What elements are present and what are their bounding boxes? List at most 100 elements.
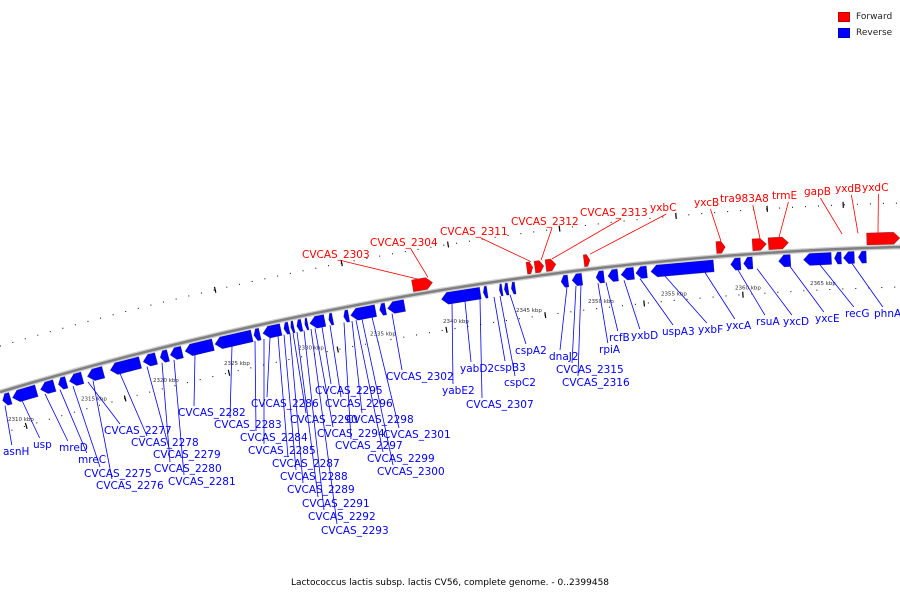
reverse-gene-label: CVCAS_2288 <box>280 471 348 483</box>
reverse-label-leader <box>343 322 352 440</box>
reverse-gene-label: usp <box>33 439 52 451</box>
forward-gene-arrow <box>751 238 767 252</box>
lower-track-mark <box>336 346 339 353</box>
reverse-gene-arrow <box>253 327 262 342</box>
reverse-label-leader <box>789 266 825 313</box>
reverse-gene-arrow <box>328 312 335 326</box>
reverse-gene-arrow <box>214 329 254 350</box>
reverse-gene-arrow <box>350 304 378 321</box>
reverse-gene-arrow <box>834 251 842 265</box>
forward-gene-arrow <box>533 260 545 274</box>
reverse-gene-label: CVCAS_2316 <box>562 377 630 389</box>
reverse-gene-label: CVCAS_2293 <box>321 525 389 537</box>
reverse-gene-arrow <box>650 259 715 278</box>
reverse-label-leader <box>44 393 69 442</box>
reverse-gene-arrow <box>309 314 327 329</box>
reverse-gene-label: CVCAS_2307 <box>466 399 534 411</box>
forward-gene-label: CVCAS_2312 <box>511 216 579 228</box>
reverse-label-leader <box>292 332 307 414</box>
reverse-label-leader <box>92 380 113 480</box>
reverse-gene-label: CVCAS_2283 <box>214 419 282 431</box>
reverse-gene-label: CVCAS_2278 <box>131 437 199 449</box>
reverse-gene-label: CVCAS_2275 <box>84 468 152 480</box>
reverse-gene-arrow <box>503 282 510 296</box>
reverse-gene-arrow <box>109 356 143 375</box>
forward-gene-arrow <box>544 258 557 272</box>
reverse-gene-arrow <box>58 376 69 390</box>
reverse-label-leader <box>266 337 271 398</box>
forward-gene-arrow <box>866 231 900 246</box>
reverse-gene-arrow <box>290 320 296 334</box>
reverse-label-leader <box>851 263 884 308</box>
reverse-gene-label: CVCAS_2315 <box>556 364 624 376</box>
reverse-gene-arrow <box>778 254 792 268</box>
reverse-label-leader <box>277 335 289 458</box>
reverse-gene-arrow <box>482 285 489 299</box>
reverse-label-leader <box>509 294 527 345</box>
reverse-gene-label: CVCAS_2282 <box>178 407 246 419</box>
reverse-gene-arrow <box>283 321 291 335</box>
reverse-label-leader <box>289 333 304 484</box>
forward-gene-label: CVCAS_2304 <box>370 237 438 249</box>
reverse-gene-arrow <box>40 379 57 394</box>
lower-track-mark <box>24 422 28 429</box>
forward-gene-label: yxbC <box>650 202 676 214</box>
reverse-gene-arrow <box>296 318 304 332</box>
reverse-gene-label: CVCAS_2297 <box>335 440 403 452</box>
scale-tick-label: 2325 kbp <box>224 361 250 367</box>
legend-swatch-reverse <box>838 28 850 38</box>
forward-label-leader <box>480 237 532 263</box>
forward-gene-label: yxcB <box>694 197 719 209</box>
reverse-gene-label: CVCAS_2299 <box>367 453 435 465</box>
reverse-label-leader <box>321 326 332 385</box>
map-title: Lactococcus lactis subsp. lactis CV56, c… <box>290 578 610 588</box>
reverse-label-leader <box>559 286 568 351</box>
reverse-label-leader <box>355 320 384 453</box>
forward-gene-arrow <box>767 236 789 251</box>
reverse-gene-label: CVCAS_2284 <box>240 432 308 444</box>
upper-track-mark <box>675 212 677 219</box>
reverse-gene-label: CVCAS_2289 <box>287 484 355 496</box>
reverse-gene-label: CVCAS_2280 <box>154 463 222 475</box>
reverse-gene-label: rsuA <box>756 316 780 328</box>
reverse-gene-label: cspA2 <box>515 345 547 357</box>
reverse-label-leader <box>173 359 185 476</box>
lower-track-mark <box>643 300 646 307</box>
forward-gene-label: CVCAS_2311 <box>440 226 508 238</box>
forward-gene-label: gapB <box>804 186 831 198</box>
lower-track-mark <box>227 369 231 376</box>
lower-track-mark <box>445 326 448 333</box>
reverse-gene-arrow <box>635 265 648 279</box>
forward-label-leader <box>342 260 419 280</box>
forward-label-leader <box>820 197 843 235</box>
forward-gene-arrow <box>525 261 534 275</box>
legend-swatch-forward <box>838 12 850 22</box>
reverse-gene-arrow <box>169 345 184 360</box>
reverse-gene-label: CVCAS_2279 <box>153 449 221 461</box>
reverse-gene-arrow <box>857 250 867 264</box>
reverse-gene-arrow <box>510 281 517 295</box>
reverse-gene-label: rpiA <box>599 344 621 356</box>
reverse-gene-arrow <box>571 272 584 287</box>
reverse-gene-arrow <box>620 266 635 281</box>
reverse-gene-label: mreC <box>78 454 106 466</box>
reverse-gene-label: CVCAS_2302 <box>386 371 454 383</box>
reverse-label-leader <box>479 299 483 399</box>
forward-gene-label: CVCAS_2303 <box>302 249 370 261</box>
reverse-gene-arrow <box>86 366 106 381</box>
reverse-gene-arrow <box>262 323 283 339</box>
reverse-gene-arrow <box>2 392 13 406</box>
upper-track-mark <box>340 260 343 267</box>
upper-track-mark <box>447 241 450 248</box>
backbone <box>0 245 900 394</box>
reverse-gene-label: CVCAS_2296 <box>325 398 393 410</box>
forward-label-leader <box>752 204 761 239</box>
reverse-label-leader <box>229 346 233 419</box>
reverse-gene-arrow <box>730 257 742 271</box>
reverse-gene-arrow <box>184 338 215 357</box>
legend-item-forward: Forward <box>838 9 900 25</box>
reverse-gene-label: CVCAS_2277 <box>104 425 172 437</box>
forward-gene-label: trmE <box>772 190 797 202</box>
forward-gene-label: yxdB <box>835 183 861 195</box>
scale-tick-label: 2310 kbp <box>8 417 34 423</box>
